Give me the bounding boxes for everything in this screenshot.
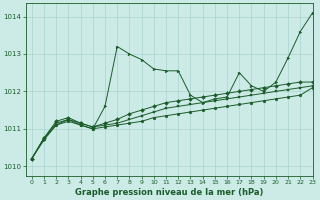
X-axis label: Graphe pression niveau de la mer (hPa): Graphe pression niveau de la mer (hPa) <box>75 188 263 197</box>
